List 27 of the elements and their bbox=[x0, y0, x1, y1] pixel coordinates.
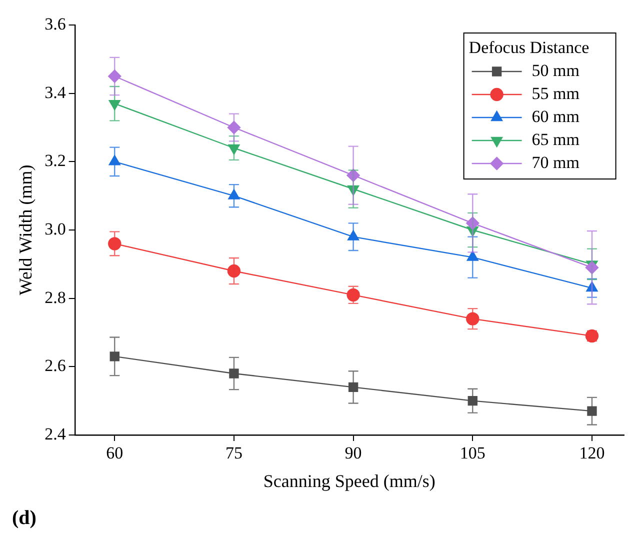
y-tick-label: 3.4 bbox=[44, 82, 66, 102]
x-tick-label: 105 bbox=[460, 444, 486, 463]
y-tick-label: 3.0 bbox=[44, 219, 66, 238]
y-tick-label: 2.8 bbox=[44, 288, 66, 307]
legend-label: 55 mm bbox=[532, 84, 580, 103]
legend-label: 65 mm bbox=[532, 130, 580, 149]
point bbox=[227, 264, 241, 278]
text: (d) bbox=[12, 507, 36, 530]
y-tick-label: 2.6 bbox=[44, 356, 66, 376]
point bbox=[587, 406, 597, 416]
legend-title: Defocus Distance bbox=[468, 38, 590, 57]
x-tick-label: 75 bbox=[225, 444, 242, 463]
point bbox=[108, 237, 122, 250]
legend-label: 70 mm bbox=[532, 152, 580, 172]
x-tick-label: 60 bbox=[106, 444, 124, 463]
point bbox=[466, 312, 480, 326]
y-tick-label: 2.4 bbox=[44, 424, 66, 444]
point bbox=[110, 352, 120, 362]
legend-label: 50 mm bbox=[532, 60, 580, 80]
y-tick-label: 3.6 bbox=[44, 14, 66, 34]
legend-label: 60 mm bbox=[532, 106, 580, 126]
x-tick-label: 120 bbox=[579, 444, 605, 463]
x-tick-label: 90 bbox=[344, 444, 362, 463]
x-axis-title: Scanning Speed (mm/s) bbox=[263, 470, 436, 491]
point bbox=[229, 368, 239, 378]
y-axis-title: Weld Width (mm) bbox=[16, 164, 36, 296]
y-tick-label: 3.2 bbox=[44, 151, 66, 170]
